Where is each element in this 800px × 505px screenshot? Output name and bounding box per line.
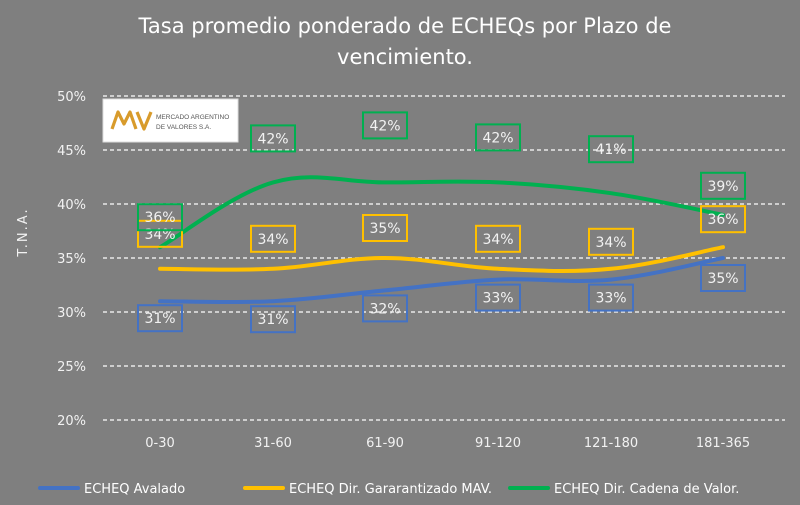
data-label-box: [250, 305, 296, 334]
data-label-box: [588, 135, 634, 164]
mav-logo: MERCADO ARGENTINO DE VALORES S.A.: [102, 98, 239, 143]
data-label-box: [700, 171, 746, 200]
legend-label: ECHEQ Dir. Cadena de Valor.: [554, 482, 739, 497]
y-tick-label: 45%: [57, 144, 86, 159]
data-label-box: [137, 219, 183, 248]
x-tick-label: 121-180: [584, 436, 638, 451]
data-label: 33%: [482, 291, 513, 307]
data-label: 32%: [369, 301, 400, 317]
data-label-box: [475, 224, 521, 253]
data-label-box: [700, 264, 746, 292]
x-tick-label: 31-60: [254, 436, 292, 451]
chart-title: Tasa promedio ponderado de ECHEQs por Pl…: [138, 14, 672, 69]
data-label: 34%: [595, 235, 626, 251]
data-label: 35%: [707, 271, 738, 287]
data-label: 34%: [482, 232, 513, 248]
legend-label: ECHEQ Dir. Gararantizado MAV.: [289, 482, 492, 497]
data-label-box: [362, 111, 408, 140]
data-label: 36%: [707, 212, 738, 228]
data-label-box: [362, 214, 408, 242]
series-line: [158, 256, 725, 305]
y-tick-label: 40%: [57, 198, 86, 213]
data-label: 42%: [257, 131, 288, 147]
y-tick-label: 20%: [57, 414, 86, 429]
y-tick-label: 50%: [57, 90, 86, 105]
data-label-box: [588, 283, 634, 312]
y-tick-label: 25%: [57, 360, 86, 375]
x-tick-label: 61-90: [366, 436, 404, 451]
chart-title-line: Tasa promedio ponderado de ECHEQs por Pl…: [138, 14, 672, 38]
y-axis-ticks: 20% 25% 30% 35% 40% 45% 50%: [57, 90, 86, 429]
data-label-box: [475, 283, 521, 312]
chart-title-line: vencimiento.: [337, 45, 473, 69]
logo-text-line1: MERCADO ARGENTINO: [156, 114, 229, 121]
data-label: 35%: [369, 221, 400, 237]
data-label: 42%: [369, 118, 400, 134]
data-label-box: [700, 205, 746, 234]
data-labels: 31% 31%32%33% 33%35%34% 34%35%34% 34%36%36%4…: [137, 111, 746, 334]
series-lines: [158, 175, 725, 305]
data-label-box: [137, 203, 183, 232]
series-line: [158, 175, 725, 250]
logo-text-line2: DE VALORES S.A.: [156, 124, 211, 131]
data-label: 42%: [482, 130, 513, 146]
x-tick-label: 91-120: [475, 436, 521, 451]
data-label-box: [362, 294, 408, 323]
data-label-box: [250, 124, 296, 153]
series-line: [158, 245, 725, 274]
legend-label: ECHEQ Avalado: [84, 482, 185, 497]
data-label-box: [588, 227, 634, 256]
data-label: 39%: [707, 179, 738, 195]
y-axis-label: T.N.A.: [16, 207, 31, 257]
x-tick-label: 181-365: [696, 436, 750, 451]
x-axis-ticks: 0-30 31-60 61-90 91-120 121-180 181-365: [145, 436, 750, 451]
data-label-box: [250, 224, 296, 253]
y-tick-label: 30%: [57, 306, 86, 321]
data-label-box: [475, 123, 521, 152]
data-label: 31%: [144, 311, 175, 327]
data-label: 34%: [257, 232, 288, 248]
data-label: 31%: [257, 312, 288, 328]
data-label: 33%: [595, 291, 626, 307]
data-label-box: [137, 304, 183, 333]
legend: ECHEQ Avalado ECHEQ Dir. Gararantizado MA…: [38, 482, 739, 497]
x-tick-label: 0-30: [145, 436, 175, 451]
data-label: 36%: [144, 210, 175, 226]
data-label: 41%: [595, 142, 626, 158]
y-tick-label: 35%: [57, 252, 86, 267]
